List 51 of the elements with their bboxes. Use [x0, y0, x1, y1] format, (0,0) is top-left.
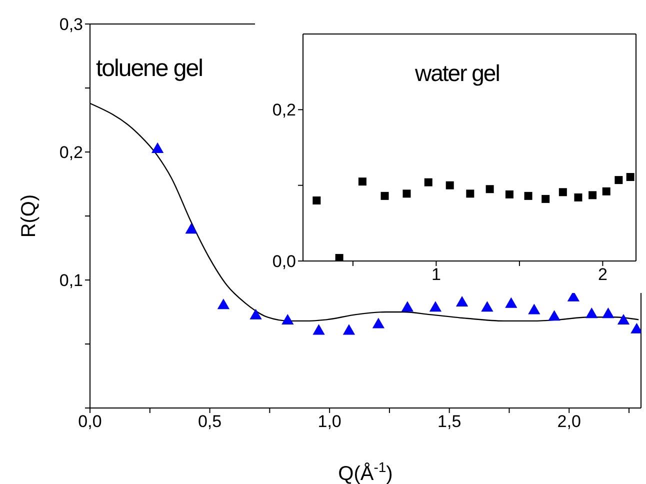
point	[505, 297, 518, 308]
point	[548, 310, 560, 321]
point	[588, 191, 597, 200]
point	[558, 188, 567, 196]
y-tick-label: 0,1	[59, 271, 83, 290]
point	[486, 185, 494, 194]
point	[429, 301, 442, 312]
point	[617, 314, 630, 324]
point	[335, 254, 344, 261]
y-tick-label: 0,3	[59, 15, 83, 34]
point	[602, 308, 614, 318]
point	[282, 314, 294, 324]
x-tick-label: 1,5	[438, 412, 462, 432]
point	[380, 192, 389, 200]
x-tick-label: 1	[431, 265, 441, 284]
annotation: water gel	[415, 60, 500, 87]
point	[358, 178, 366, 186]
point	[528, 304, 540, 314]
point	[401, 301, 414, 312]
point	[424, 178, 432, 186]
x-tick-label: 2	[598, 265, 608, 284]
x-axis-title: Q(Å$^{-1}$)	[338, 459, 393, 484]
point	[185, 223, 198, 234]
point	[342, 324, 356, 335]
point	[446, 181, 454, 190]
point	[456, 296, 468, 307]
annotation: toluene gel	[96, 55, 202, 83]
point	[614, 176, 623, 184]
point	[217, 298, 230, 310]
point	[402, 190, 411, 198]
point	[626, 173, 634, 182]
point	[602, 187, 610, 196]
point	[574, 193, 582, 202]
y-tick-label: 0,2	[59, 143, 83, 162]
point	[312, 196, 321, 204]
point	[505, 190, 514, 198]
x-tick-label: 0,0	[78, 412, 102, 432]
x-tick-label: 2,0	[557, 412, 581, 432]
point	[466, 190, 474, 198]
point	[372, 318, 385, 328]
point	[481, 301, 494, 312]
y-tick-label: 0,2	[272, 100, 296, 120]
point	[542, 194, 550, 203]
point	[312, 324, 325, 335]
point	[524, 192, 532, 200]
y-axis-title: R(Q)	[18, 194, 40, 238]
point	[250, 308, 262, 320]
point	[586, 308, 598, 318]
x-tick-label: 0,5	[198, 412, 222, 432]
point	[151, 142, 164, 153]
x-tick-label: 1,0	[318, 412, 342, 432]
